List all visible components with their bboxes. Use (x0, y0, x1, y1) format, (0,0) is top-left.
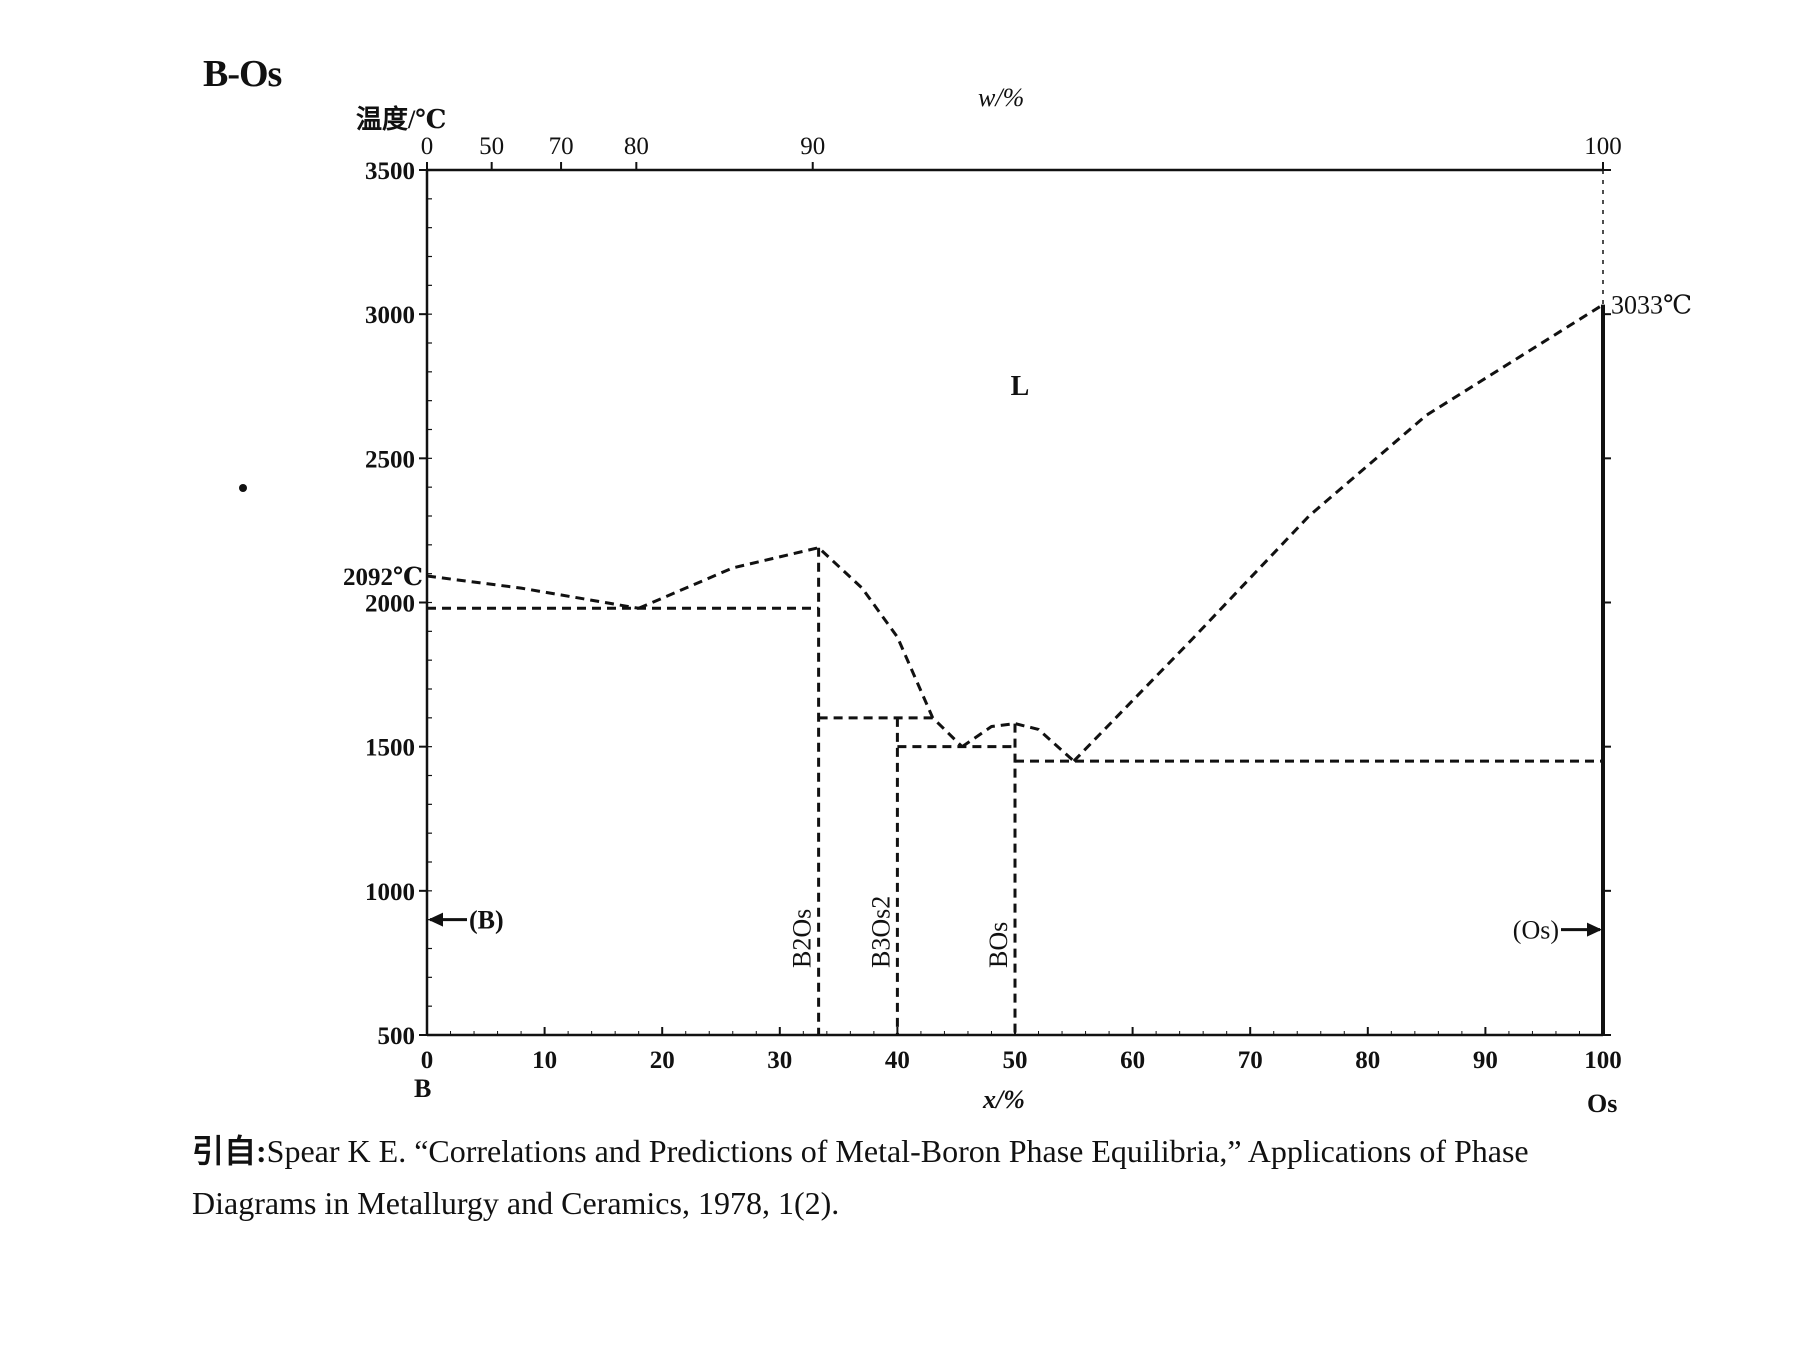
top-tick-label: 100 (1584, 133, 1622, 160)
liquidus-curve (1072, 303, 1604, 763)
y-tick-label: 500 (378, 1023, 416, 1050)
citation-line-2: Diagrams in Metallurgy and Ceramics, 197… (192, 1185, 840, 1221)
top-tick-label: 70 (549, 133, 574, 160)
x-tick-label: 50 (1003, 1047, 1028, 1074)
top-tick-label: 80 (624, 133, 649, 160)
melting-point-label: 3033℃ (1611, 291, 1692, 320)
compound-label: BOs (984, 922, 1013, 968)
top-tick-label: 90 (800, 133, 825, 160)
x-tick-label: 20 (650, 1047, 675, 1074)
stray-dot (239, 484, 247, 492)
compound-label: B2Os (788, 909, 817, 968)
x-tick-label: 10 (532, 1047, 557, 1074)
axis-ticks (419, 162, 1611, 1036)
citation-prefix: 引自: (192, 1133, 267, 1169)
chart-labels: 温度/℃ w/% x/% B Os 5001000150020002500300… (343, 83, 1692, 1118)
page-title: B-Os (203, 53, 282, 95)
y-axis-label: 温度/℃ (356, 104, 446, 134)
y-tick-label: 2500 (365, 446, 415, 473)
x-tick-label: 30 (767, 1047, 792, 1074)
liquidus-curve (638, 546, 964, 748)
phase-lines (426, 303, 1604, 1035)
compound-label: B3Os2 (866, 896, 895, 968)
arrow-right-head (1587, 922, 1602, 937)
solid-solution-label: (Os) (1513, 916, 1559, 945)
y-tick-label: 3000 (365, 302, 415, 329)
y-tick-label: 3500 (365, 158, 415, 185)
x-tick-label: 40 (885, 1047, 910, 1074)
x-tick-label: 100 (1584, 1047, 1622, 1074)
liquidus-curve (961, 722, 1075, 763)
melting-point-label: 2092℃ (343, 564, 423, 591)
x-tick-label: 0 (421, 1047, 434, 1074)
citation-text-1: Spear K E. “Correlations and Predictions… (266, 1133, 1529, 1169)
x-axis-bottom-label: x/% (982, 1085, 1025, 1114)
top-tick-label: 0 (421, 133, 434, 160)
liquidus-curve (426, 574, 639, 610)
region-label: L (1011, 371, 1030, 402)
end-label-right: Os (1587, 1089, 1617, 1118)
y-tick-label: 1000 (365, 879, 415, 906)
top-tick-label: 50 (479, 133, 504, 160)
y-tick-label: 1500 (365, 735, 415, 762)
end-label-left: B (414, 1074, 431, 1103)
x-tick-label: 80 (1355, 1047, 1380, 1074)
x-tick-label: 90 (1473, 1047, 1498, 1074)
x-tick-label: 60 (1120, 1047, 1145, 1074)
solid-solution-label: (B) (469, 906, 504, 935)
y-tick-label: 2000 (365, 591, 415, 618)
x-tick-label: 70 (1238, 1047, 1263, 1074)
arrow-left-head (428, 912, 443, 927)
citation-line-1: 引自:Spear K E. “Correlations and Predicti… (192, 1132, 1529, 1170)
x-axis-top-label: w/% (978, 83, 1024, 112)
